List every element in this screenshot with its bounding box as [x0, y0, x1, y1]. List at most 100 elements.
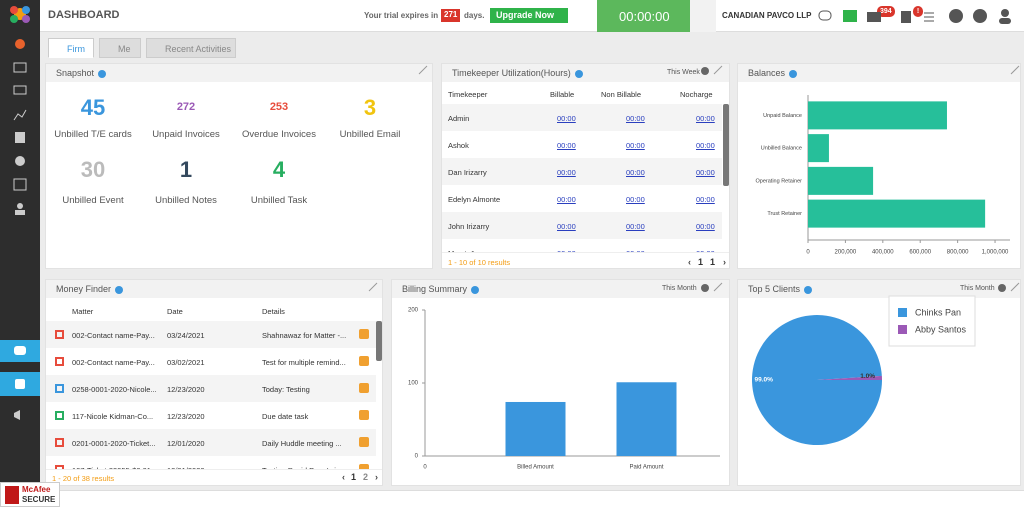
nav-matters[interactable] — [13, 62, 27, 73]
table-row — [46, 348, 376, 375]
nav-reports[interactable] — [13, 109, 27, 121]
panel-header: Timekeeper Utilization(Hours) — [442, 64, 729, 82]
trial-suffix: days. — [464, 11, 485, 20]
snapshot-value[interactable]: 1 — [179, 157, 193, 182]
edit-button[interactable] — [359, 410, 369, 420]
money-finder-panel: Money Finder Matter Date Details 002-Contac… — [45, 279, 383, 486]
upgrade-label: Upgrade Now — [496, 10, 555, 20]
page-number[interactable]: 2 — [363, 472, 369, 482]
page-next[interactable]: › — [375, 472, 378, 482]
sidebar-icons — [0, 6, 40, 420]
cell-text[interactable]: 0258-0001-2020-Nicole... — [72, 385, 157, 394]
panel-header: Money Finder — [46, 280, 382, 298]
snapshot-label: Unbilled Notes — [155, 195, 217, 206]
header-icons — [818, 9, 1011, 24]
nav-devices[interactable] — [13, 85, 27, 95]
hours-link[interactable]: 00:00 — [696, 168, 715, 177]
hours-link[interactable]: 00:00 — [557, 141, 576, 150]
hours-link[interactable]: 00:00 — [696, 141, 715, 150]
row-icon — [55, 357, 64, 366]
page-prev[interactable]: ‹ — [342, 472, 345, 482]
panel-header: Billing Summary — [392, 280, 729, 298]
hours-link[interactable]: 00:00 — [626, 114, 645, 123]
hours-link[interactable]: 00:00 — [696, 222, 715, 231]
column-header: Matter — [72, 307, 94, 316]
cell-text[interactable]: 117-Nicole Kidman-Co... — [72, 412, 154, 421]
mail-icon[interactable] — [867, 12, 881, 22]
edit-button[interactable] — [359, 437, 369, 447]
hours-link[interactable]: 00:00 — [626, 141, 645, 150]
hours-link[interactable]: 00:00 — [626, 168, 645, 177]
edit-button[interactable] — [359, 383, 369, 393]
timer-list[interactable] — [690, 0, 716, 32]
cell-text[interactable]: 002-Contact name-Pay... — [72, 358, 155, 367]
snapshot-value[interactable]: 4 — [272, 157, 286, 182]
snapshot-value[interactable]: 30 — [80, 157, 106, 182]
clients-panel: Top 5 Clients This Month — [737, 279, 1021, 486]
page-prev[interactable]: ‹ — [688, 257, 691, 267]
company-name[interactable]: CANADIAN PAVCO LLP — [722, 11, 812, 20]
panel-title: Timekeeper Utilization(Hours) — [452, 68, 571, 78]
footer-strip — [442, 252, 729, 268]
column-header: Nocharge — [680, 90, 713, 99]
mcafee-badge[interactable]: McAfee SECURE — [0, 482, 60, 507]
nav-user-body — [15, 210, 25, 215]
mcafee-brand: McAfee — [22, 485, 51, 494]
nav-announce[interactable] — [14, 410, 20, 420]
row-icon — [55, 411, 64, 420]
timer[interactable]: 00:00:00 — [597, 0, 690, 32]
table-row — [442, 185, 722, 212]
snapshot-value[interactable]: 3 — [363, 95, 377, 120]
panel-header: Snapshot — [46, 64, 432, 82]
hours-link[interactable]: 00:00 — [696, 114, 715, 123]
hours-link[interactable]: 00:00 — [626, 222, 645, 231]
page-title: DASHBOARD — [48, 9, 120, 21]
edit-button[interactable] — [359, 329, 369, 339]
snapshot-value[interactable]: 45 — [80, 95, 106, 120]
hours-link[interactable]: 00:00 — [557, 114, 576, 123]
page-number[interactable]: 1 — [710, 257, 716, 267]
period[interactable]: This Month — [960, 285, 995, 292]
logo — [10, 6, 30, 23]
period[interactable]: This Week — [667, 69, 700, 76]
page-number[interactable]: 1 — [351, 472, 357, 482]
hours-link[interactable]: 00:00 — [557, 222, 576, 231]
snapshot-panel: Snapshot 45 Unbilled T/E cards 272 Unpaid I… — [45, 63, 433, 269]
cell-text[interactable]: 0201-0001-2020-Ticket... — [72, 439, 156, 448]
upgrade-button[interactable]: Upgrade Now — [490, 8, 568, 23]
snapshot-label: Overdue Invoices — [242, 129, 316, 140]
bank-icon[interactable] — [843, 10, 857, 22]
tab[interactable]: Firm — [48, 38, 94, 58]
hours-link[interactable]: 00:00 — [626, 195, 645, 204]
cell-text: 12/23/2020 — [167, 385, 205, 394]
nav-dashboard[interactable] — [15, 39, 25, 49]
chat-icon[interactable] — [818, 10, 832, 21]
tab[interactable]: Recent Activities — [146, 38, 236, 58]
edit-button[interactable] — [359, 356, 369, 366]
page-next[interactable]: › — [723, 257, 726, 267]
page-number[interactable]: 1 — [698, 257, 704, 267]
period[interactable]: This Month — [662, 285, 697, 292]
help-icon[interactable] — [973, 9, 987, 23]
mail-badge: 394 — [877, 6, 895, 17]
tab[interactable]: Me — [99, 38, 141, 58]
timer-value: 00:00:00 — [619, 9, 670, 24]
hours-link[interactable]: 00:00 — [557, 168, 576, 177]
hours-link[interactable]: 00:00 — [557, 195, 576, 204]
scrollbar — [723, 104, 729, 186]
nav-user[interactable] — [17, 203, 23, 209]
snapshot-value[interactable]: 253 — [269, 101, 289, 113]
profile-icon[interactable] — [1001, 9, 1009, 17]
nav-books[interactable] — [15, 132, 25, 143]
snapshot-value[interactable]: 272 — [176, 101, 196, 113]
nav-settings[interactable] — [15, 156, 25, 166]
add-icon[interactable] — [949, 9, 963, 23]
row-icon — [55, 330, 64, 339]
column-header: Non Billable — [601, 90, 642, 99]
calc-icon[interactable] — [901, 11, 911, 23]
cell-text[interactable]: 002-Contact name-Pay... — [72, 331, 155, 340]
nav-stats[interactable] — [13, 178, 27, 191]
hours-link[interactable]: 00:00 — [696, 195, 715, 204]
column-header: Billable — [550, 90, 575, 99]
